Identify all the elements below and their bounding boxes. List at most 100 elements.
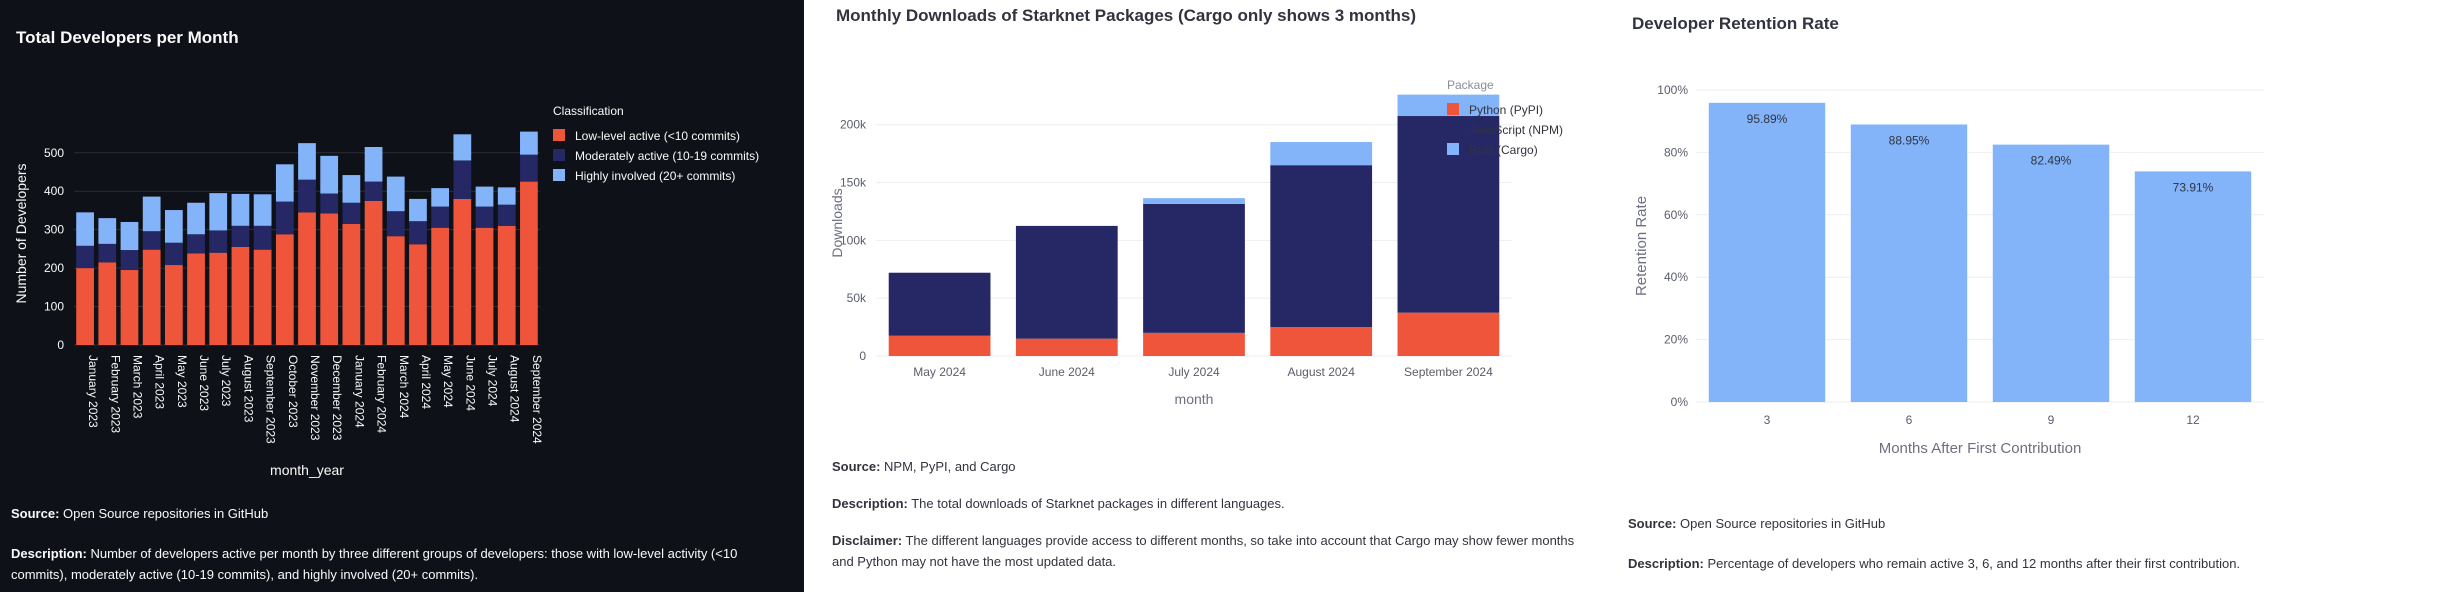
x-tick-label: July 2023 (219, 355, 233, 407)
bar-segment (453, 198, 472, 345)
bar-segment (475, 206, 494, 228)
x-tick-label: September 2024 (530, 355, 544, 444)
bar (1850, 124, 1968, 402)
developers-description: Description: Number of developers active… (11, 543, 791, 585)
downloads-description: Description: The total downloads of Star… (832, 493, 1285, 514)
bar-segment (320, 155, 339, 194)
data-label: 82.49% (2031, 154, 2072, 168)
bar-segment (1270, 165, 1373, 328)
source-label: Source: (832, 459, 881, 474)
bar-segment (475, 227, 494, 345)
x-tick-label: August 2023 (241, 355, 255, 423)
bar-segment (187, 234, 205, 254)
x-axis-label: month (1175, 391, 1214, 407)
bar-segment (298, 212, 316, 345)
bar-segment (342, 223, 361, 345)
description-label: Description: (11, 546, 87, 561)
bar-segment (76, 268, 94, 345)
y-tick-label: 60% (1664, 208, 1688, 222)
y-tick-label: 100k (840, 233, 867, 247)
developers-chart[interactable]: 0 100 200 300 400 500 January 2023 February 202… (0, 0, 804, 592)
x-tick-label: March 2024 (397, 355, 411, 419)
x-tick-label: July 2024 (1168, 365, 1220, 379)
legend-title: Classification (553, 104, 624, 118)
bar-segment (142, 249, 161, 345)
x-tick-label: May 2024 (913, 365, 966, 379)
bar-segment (164, 265, 183, 345)
y-tick-label: 100% (1657, 83, 1688, 97)
x-axis-label: Months After First Contribution (1879, 440, 2082, 457)
bar-segment (386, 176, 405, 212)
bar-segment (142, 231, 161, 250)
x-tick-label: December 2023 (330, 355, 344, 441)
bar-segment (1015, 225, 1118, 339)
x-tick-label: February 2024 (375, 355, 389, 433)
bar-segment (409, 244, 427, 345)
bar-segment (120, 270, 139, 345)
developers-source: Source: Open Source repositories in GitH… (11, 503, 268, 524)
x-tick-label: November 2023 (308, 355, 322, 441)
bar-segment (342, 175, 361, 203)
x-tick-label: 3 (1764, 413, 1771, 427)
downloads-panel: Monthly Downloads of Starknet Packages (… (804, 0, 1624, 592)
x-tick-label: May 2024 (441, 355, 455, 408)
bar-segment (1143, 203, 1245, 333)
x-tick-label: January 2024 (352, 355, 366, 428)
y-tick-label: 0% (1671, 395, 1689, 409)
bar-segment (120, 221, 139, 251)
description-text: Percentage of developers who remain acti… (1707, 556, 2241, 571)
bar-segment (1397, 312, 1500, 356)
y-tick-label: 100 (44, 300, 64, 314)
bar-segment (497, 204, 516, 226)
downloads-chart[interactable]: 0 50k 100k 150k 200k May 2024 June 2024 July 20… (804, 0, 1624, 592)
bar (2134, 171, 2252, 402)
source-label: Source: (11, 506, 60, 521)
bar-segment (275, 201, 294, 235)
y-tick-label: 300 (44, 223, 64, 237)
x-tick-label: May 2023 (175, 355, 189, 408)
description-label: Description: (1628, 556, 1704, 571)
x-axis-label: month_year (270, 462, 344, 478)
retention-chart[interactable]: 0% 20% 40% 60% 80% 100% 95.89% 3 88.95% 6 82.49% 9 7… (1624, 0, 2448, 592)
bar-segment (342, 202, 361, 224)
x-tick-label: 12 (2186, 413, 2200, 427)
legend-item: Highly involved (20+ commits) (575, 169, 735, 183)
bar-segment (497, 187, 516, 205)
data-label: 73.91% (2173, 180, 2214, 194)
bar-segment (386, 236, 405, 345)
x-tick-label: October 2023 (286, 355, 300, 428)
bar (1708, 102, 1826, 403)
y-axis-label: Retention Rate (1633, 196, 1650, 296)
y-tick-label: 40% (1664, 270, 1688, 284)
bar-segment (1015, 338, 1118, 356)
bar-segment (431, 188, 450, 207)
legend-item: Moderately active (10-19 commits) (575, 149, 759, 163)
bar-segment (98, 262, 117, 345)
x-tick-label: 9 (2048, 413, 2055, 427)
x-tick-label: 6 (1906, 413, 1913, 427)
retention-panel: Developer Retention Rate 0% 20% 40% 60% 80% 1… (1624, 0, 2448, 592)
retention-chart-title: Developer Retention Rate (1632, 14, 1839, 33)
y-tick-label: 0 (859, 349, 866, 363)
retention-source: Source: Open Source repositories in GitH… (1628, 513, 1885, 534)
bar-segment (76, 245, 94, 269)
bar-segment (888, 335, 991, 356)
bar-segment (1270, 327, 1373, 356)
bar-segment (888, 272, 991, 336)
bar-segment (431, 227, 450, 345)
bar-segment (1143, 332, 1245, 356)
y-tick-label: 500 (44, 146, 64, 160)
x-tick-label: June 2023 (197, 355, 211, 411)
x-tick-label: September 2023 (264, 355, 278, 444)
bar-segment (453, 134, 472, 161)
bar (1992, 144, 2110, 402)
disclaimer-text: The different languages provide access t… (832, 533, 1575, 569)
source-text: Open Source repositories in GitHub (1680, 516, 1886, 531)
bar-segment (275, 234, 294, 345)
legend-swatch (553, 129, 565, 141)
bar-segment (209, 252, 228, 345)
x-tick-label: August 2024 (508, 355, 522, 423)
bar-segment (298, 179, 316, 213)
bar-segment (497, 225, 516, 345)
legend-item: Python (PyPI) (1469, 103, 1543, 117)
